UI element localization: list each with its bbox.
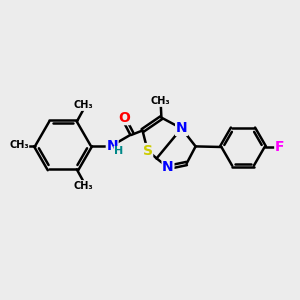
Text: CH₃: CH₃ [74, 181, 93, 190]
Text: S: S [142, 144, 153, 158]
Text: O: O [118, 111, 130, 124]
Text: H: H [114, 146, 123, 157]
Text: N: N [176, 122, 187, 135]
Text: CH₃: CH₃ [151, 96, 171, 106]
Text: CH₃: CH₃ [9, 140, 29, 151]
Text: CH₃: CH₃ [74, 100, 93, 110]
Text: F: F [275, 140, 284, 154]
Text: N: N [162, 160, 174, 174]
Text: N: N [106, 139, 118, 152]
